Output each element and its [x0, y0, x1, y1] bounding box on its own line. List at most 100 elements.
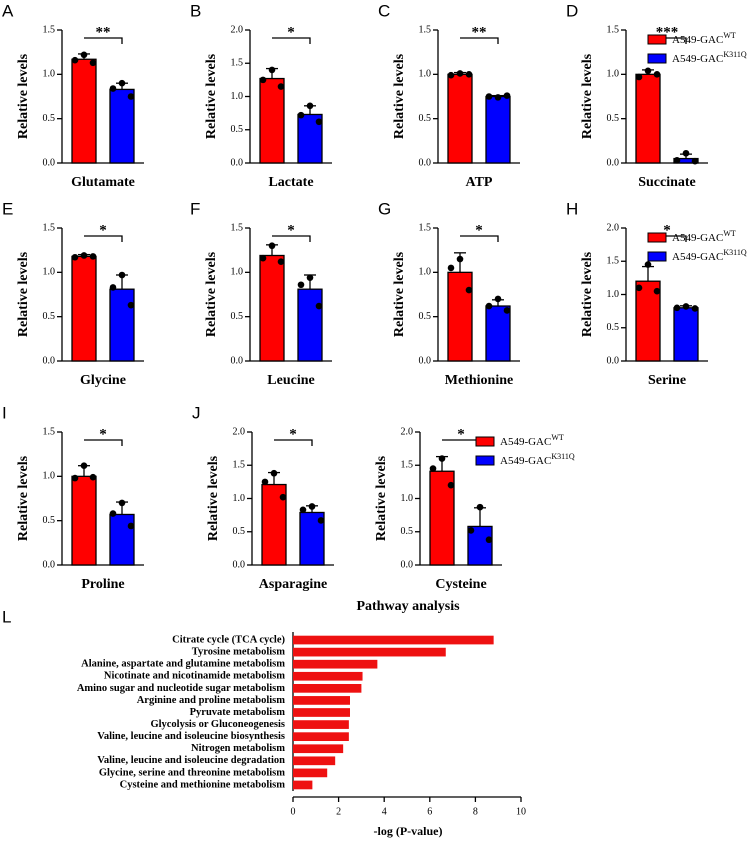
- significance-label: *: [99, 222, 107, 238]
- category-label: Nitrogen metabolism: [191, 743, 285, 754]
- x-axis-label: Lactate: [268, 175, 313, 190]
- bar: [485, 95, 511, 164]
- data-point: [71, 56, 79, 64]
- legend-label: A549-GACWT: [672, 31, 736, 46]
- bar: [297, 113, 323, 164]
- y-tick-label: 0.5: [607, 113, 620, 124]
- panel-letter: A: [2, 1, 14, 20]
- data-point: [447, 71, 455, 79]
- y-tick-label: 0.5: [419, 113, 432, 124]
- bar: [293, 708, 350, 717]
- x-axis-label: Cysteine: [435, 577, 486, 592]
- y-tick-label: 1.0: [233, 493, 246, 504]
- y-tick-label: 0.5: [43, 515, 56, 526]
- bar: [293, 659, 378, 669]
- data-point: [485, 302, 493, 310]
- x-tick-label: 8: [473, 806, 478, 817]
- bar: [635, 280, 661, 362]
- y-tick-label: 0.5: [43, 113, 56, 124]
- category-label: Glycolysis or Gluconeogenesis: [150, 719, 285, 730]
- legend-name: A549-GAC: [500, 455, 551, 467]
- bar: [485, 305, 511, 362]
- data-point: [465, 71, 473, 78]
- legend-label: A549-GACK311Q: [500, 452, 575, 467]
- legend-name: A549-GAC: [500, 436, 551, 448]
- y-tick-label: 0.0: [43, 355, 56, 366]
- data-point: [268, 242, 276, 250]
- data-point: [109, 85, 117, 92]
- x-axis-label: Succinate: [638, 175, 696, 190]
- significance-bracket: [84, 37, 123, 44]
- data-point: [127, 93, 135, 100]
- bar: [71, 58, 97, 164]
- data-point: [80, 51, 88, 59]
- data-point: [127, 522, 135, 530]
- significance-bracket: [460, 235, 499, 242]
- data-point: [503, 307, 511, 314]
- legend-swatch: [647, 34, 667, 45]
- panel-letter: E: [2, 199, 13, 218]
- bar: [293, 732, 349, 742]
- legend-name: A549-GAC: [672, 232, 723, 244]
- y-tick-label: 1.0: [401, 493, 414, 504]
- bar: [447, 73, 473, 164]
- data-point: [691, 305, 699, 312]
- legend-superscript: K311Q: [723, 50, 746, 59]
- data-point: [465, 286, 473, 294]
- bar: [293, 768, 328, 778]
- data-point: [635, 73, 643, 81]
- data-point: [673, 157, 681, 164]
- x-axis-label: Proline: [81, 577, 124, 592]
- significance-bracket: [460, 37, 499, 44]
- bar: [673, 307, 699, 362]
- data-point: [297, 281, 305, 289]
- bar: [71, 475, 97, 566]
- significance-bracket: [84, 439, 123, 446]
- data-point: [259, 254, 267, 262]
- x-axis-label: ATP: [466, 175, 493, 190]
- data-point: [80, 462, 88, 469]
- data-point: [635, 284, 643, 292]
- y-tick-label: 2.0: [607, 222, 620, 233]
- data-point: [494, 94, 502, 101]
- data-point: [494, 295, 502, 303]
- significance-label: *: [457, 426, 465, 442]
- x-axis-label: Serine: [648, 373, 686, 388]
- bar: [293, 720, 349, 729]
- y-tick-label: 1.0: [231, 91, 244, 102]
- y-tick-label: 1.5: [233, 460, 246, 471]
- panel-letter: L: [2, 607, 11, 626]
- significance-label: *: [663, 222, 671, 238]
- y-tick-label: 1.0: [231, 267, 244, 278]
- panel-letter: D: [566, 1, 578, 20]
- data-point: [297, 111, 305, 119]
- significance-bracket: [272, 37, 311, 44]
- panel-letter: I: [2, 403, 7, 422]
- panel-letter: J: [192, 403, 201, 422]
- y-tick-label: 1.0: [419, 267, 432, 278]
- y-tick-label: 1.5: [43, 24, 56, 35]
- data-point: [317, 517, 325, 524]
- y-tick-label: 0.0: [419, 157, 432, 168]
- y-axis-label: Relative levels: [204, 251, 219, 337]
- data-point: [456, 70, 464, 77]
- chart-title: Pathway analysis: [356, 599, 460, 614]
- y-tick-label: 1.5: [231, 58, 244, 69]
- y-tick-label: 0.5: [401, 526, 414, 537]
- data-point: [682, 303, 690, 310]
- bar: [447, 271, 473, 362]
- data-point: [89, 473, 97, 481]
- legend-swatch: [647, 53, 667, 64]
- y-tick-label: 1.5: [401, 460, 414, 471]
- significance-label: *: [99, 426, 107, 442]
- data-point: [299, 506, 307, 514]
- panel-letter: G: [378, 199, 391, 218]
- data-point: [315, 118, 323, 126]
- data-point: [315, 302, 323, 310]
- y-tick-label: 1.5: [419, 24, 432, 35]
- y-axis-label: Relative levels: [16, 53, 31, 139]
- y-axis-label: Relative levels: [374, 455, 389, 541]
- data-point: [653, 287, 661, 295]
- bar: [109, 288, 135, 362]
- data-point: [467, 527, 475, 534]
